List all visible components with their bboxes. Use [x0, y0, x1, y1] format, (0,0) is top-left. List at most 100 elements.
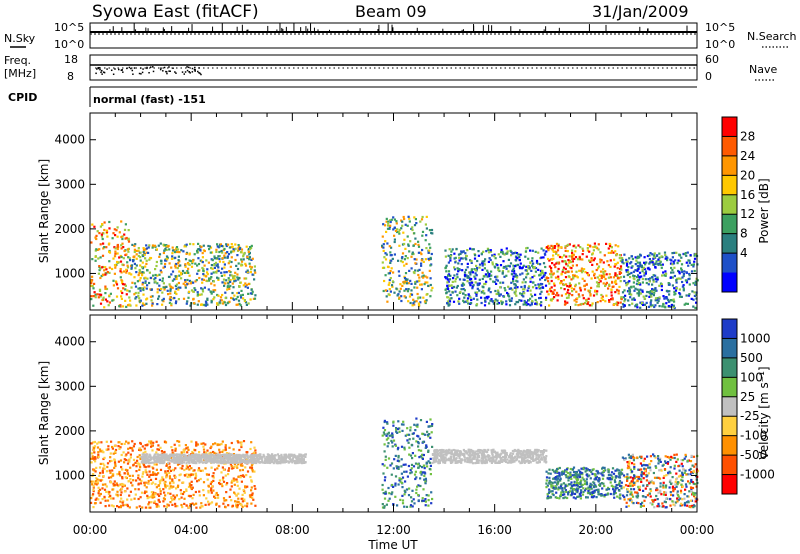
data-point: [222, 453, 225, 456]
data-point: [248, 258, 251, 261]
data-point: [251, 462, 254, 465]
data-point: [97, 455, 100, 458]
data-point: [222, 278, 226, 281]
data-point: [482, 250, 485, 253]
data-point: [657, 258, 660, 261]
data-point: [107, 476, 111, 479]
data-point: [403, 258, 406, 261]
data-point: [503, 275, 506, 278]
data-point: [237, 299, 241, 302]
data-point: [200, 502, 203, 505]
data-point: [241, 459, 244, 463]
data-point: [538, 303, 541, 306]
data-point: [572, 274, 575, 277]
data-point: [94, 502, 97, 505]
data-point: [234, 279, 237, 282]
data-point: [637, 266, 640, 269]
data-point: [447, 261, 450, 264]
data-point: [635, 259, 638, 262]
data-point: [125, 476, 128, 480]
data-point: [202, 481, 206, 484]
data-point: [656, 301, 659, 304]
data-point: [94, 470, 97, 473]
data-point: [233, 277, 236, 280]
data-point: [230, 441, 233, 445]
data-point: [600, 259, 603, 262]
data-point: [393, 291, 396, 294]
data-point: [614, 291, 617, 294]
data-point: [415, 417, 418, 420]
data-point: [167, 244, 170, 247]
data-point: [540, 304, 543, 307]
data-point: [185, 504, 188, 507]
data-point: [403, 446, 406, 449]
data-point: [98, 466, 102, 469]
data-point: [119, 305, 122, 308]
nave-dot: [165, 71, 168, 73]
data-point: [98, 248, 101, 251]
data-point: [381, 506, 385, 509]
data-point: [262, 461, 265, 464]
data-point: [241, 500, 244, 503]
data-point: [553, 284, 556, 287]
data-point: [636, 269, 639, 272]
data-point: [211, 459, 214, 462]
data-point: [175, 494, 178, 497]
data-point: [216, 264, 219, 268]
data-point: [152, 458, 155, 461]
data-point: [129, 453, 132, 456]
data-point: [658, 252, 661, 255]
data-point: [547, 244, 550, 248]
data-point: [686, 302, 689, 305]
data-point: [90, 295, 93, 298]
data-point: [301, 457, 304, 460]
data-point: [221, 440, 224, 443]
data-point: [90, 241, 93, 244]
data-point: [119, 483, 122, 486]
data-point: [411, 304, 414, 307]
data-point: [414, 454, 417, 457]
data-point: [91, 223, 94, 226]
data-point: [535, 301, 538, 304]
data-point: [111, 488, 114, 491]
data-point: [134, 488, 137, 491]
data-point: [463, 301, 466, 304]
data-point: [164, 453, 167, 456]
data-point: [208, 248, 211, 251]
data-point: [403, 238, 406, 241]
data-point: [591, 253, 594, 256]
data-point: [673, 300, 676, 303]
data-point: [240, 289, 243, 292]
data-point: [180, 456, 183, 459]
data-point: [145, 453, 148, 456]
data-point: [406, 439, 409, 442]
data-point: [467, 293, 470, 296]
data-point: [398, 479, 401, 482]
data-point: [452, 277, 455, 280]
data-point: [682, 272, 685, 276]
data-point: [456, 284, 459, 288]
data-point: [562, 283, 565, 286]
data-point: [384, 240, 387, 243]
data-point: [414, 429, 417, 432]
nave-dot: [141, 71, 144, 74]
data-point: [179, 264, 182, 267]
data-point: [382, 223, 385, 226]
data-point: [608, 300, 611, 303]
data-point: [204, 304, 207, 307]
data-point: [679, 277, 682, 280]
data-point: [403, 242, 406, 246]
data-point: [124, 458, 127, 462]
data-point: [406, 427, 409, 430]
data-point: [551, 273, 554, 276]
data-point: [483, 260, 486, 263]
nave-tick-bottom: 0: [705, 70, 712, 83]
data-point: [453, 268, 457, 271]
data-point: [403, 277, 407, 280]
data-point: [99, 492, 102, 496]
data-point: [122, 287, 125, 290]
data-point: [212, 298, 215, 301]
data-point: [469, 273, 472, 276]
data-point: [298, 455, 301, 458]
